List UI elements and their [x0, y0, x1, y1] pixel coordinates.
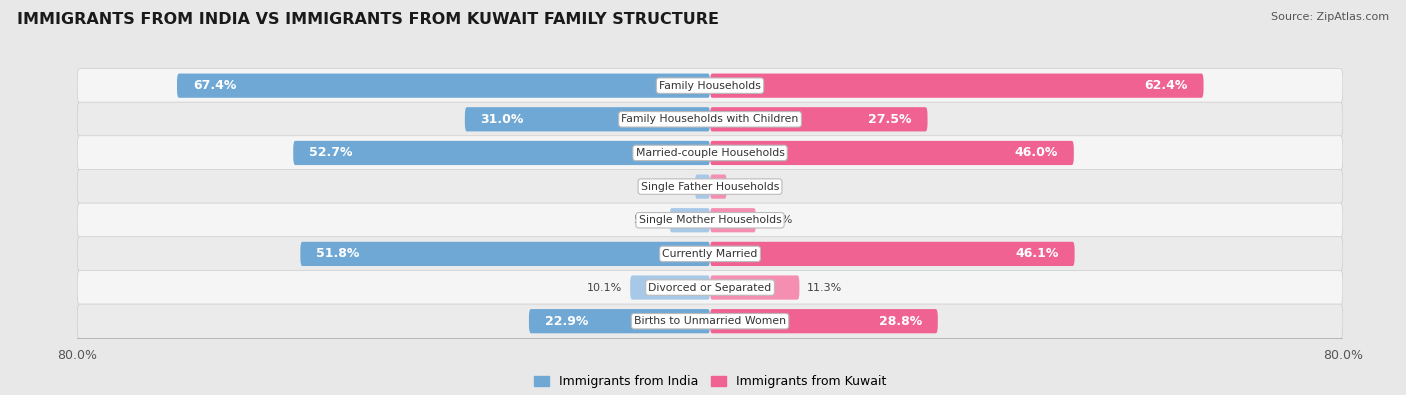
Text: 1.9%: 1.9%: [659, 182, 688, 192]
Text: 46.1%: 46.1%: [1015, 247, 1059, 260]
Text: Family Households: Family Households: [659, 81, 761, 91]
FancyBboxPatch shape: [77, 102, 1343, 136]
Text: 52.7%: 52.7%: [309, 147, 353, 160]
FancyBboxPatch shape: [710, 107, 928, 132]
Text: Single Mother Households: Single Mother Households: [638, 215, 782, 225]
FancyBboxPatch shape: [695, 175, 710, 199]
Text: Divorced or Separated: Divorced or Separated: [648, 282, 772, 293]
Text: 22.9%: 22.9%: [544, 315, 588, 328]
FancyBboxPatch shape: [465, 107, 710, 132]
Text: 67.4%: 67.4%: [193, 79, 236, 92]
Text: 5.1%: 5.1%: [634, 215, 662, 225]
Text: 2.1%: 2.1%: [734, 182, 763, 192]
Text: Source: ZipAtlas.com: Source: ZipAtlas.com: [1271, 12, 1389, 22]
FancyBboxPatch shape: [669, 208, 710, 232]
FancyBboxPatch shape: [77, 237, 1343, 271]
FancyBboxPatch shape: [301, 242, 710, 266]
FancyBboxPatch shape: [77, 271, 1343, 305]
FancyBboxPatch shape: [710, 275, 800, 300]
FancyBboxPatch shape: [177, 73, 710, 98]
Text: 46.0%: 46.0%: [1015, 147, 1059, 160]
Text: 31.0%: 31.0%: [481, 113, 524, 126]
Text: Family Households with Children: Family Households with Children: [621, 114, 799, 124]
Text: 28.8%: 28.8%: [879, 315, 922, 328]
Text: Currently Married: Currently Married: [662, 249, 758, 259]
Legend: Immigrants from India, Immigrants from Kuwait: Immigrants from India, Immigrants from K…: [529, 371, 891, 393]
Text: 27.5%: 27.5%: [868, 113, 911, 126]
Text: Births to Unmarried Women: Births to Unmarried Women: [634, 316, 786, 326]
Text: Married-couple Households: Married-couple Households: [636, 148, 785, 158]
FancyBboxPatch shape: [710, 73, 1204, 98]
FancyBboxPatch shape: [710, 175, 727, 199]
FancyBboxPatch shape: [77, 203, 1343, 237]
FancyBboxPatch shape: [710, 242, 1074, 266]
FancyBboxPatch shape: [529, 309, 710, 333]
Text: Single Father Households: Single Father Households: [641, 182, 779, 192]
Text: 10.1%: 10.1%: [586, 282, 623, 293]
Text: 11.3%: 11.3%: [807, 282, 842, 293]
Text: IMMIGRANTS FROM INDIA VS IMMIGRANTS FROM KUWAIT FAMILY STRUCTURE: IMMIGRANTS FROM INDIA VS IMMIGRANTS FROM…: [17, 12, 718, 27]
FancyBboxPatch shape: [77, 136, 1343, 170]
FancyBboxPatch shape: [77, 304, 1343, 339]
FancyBboxPatch shape: [294, 141, 710, 165]
Text: 5.8%: 5.8%: [763, 215, 792, 225]
FancyBboxPatch shape: [710, 208, 756, 232]
FancyBboxPatch shape: [77, 68, 1343, 103]
FancyBboxPatch shape: [77, 169, 1343, 204]
Text: 51.8%: 51.8%: [316, 247, 360, 260]
FancyBboxPatch shape: [630, 275, 710, 300]
Text: 62.4%: 62.4%: [1144, 79, 1188, 92]
FancyBboxPatch shape: [710, 309, 938, 333]
FancyBboxPatch shape: [710, 141, 1074, 165]
